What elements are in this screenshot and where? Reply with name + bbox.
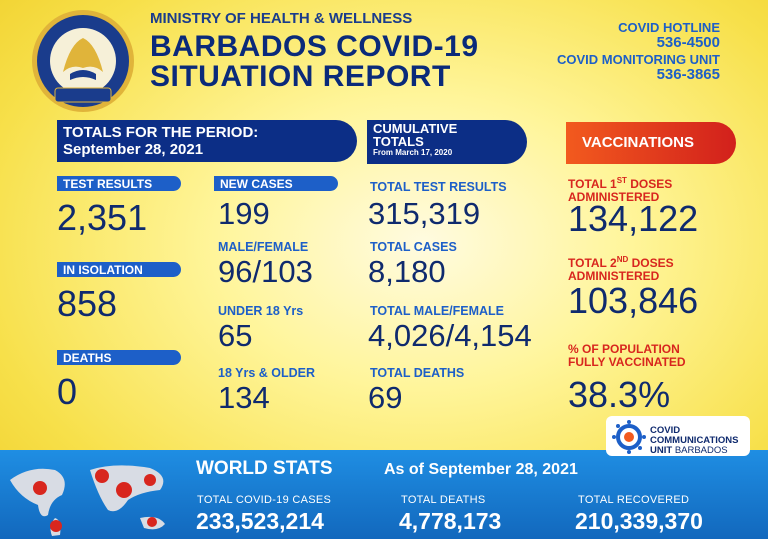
title-line-2: SITUATION REPORT xyxy=(150,60,451,93)
male-female-label: MALE/FEMALE xyxy=(218,240,309,254)
monitoring-unit-label: COVID MONITORING UNIT xyxy=(557,52,720,67)
page-title: BARBADOS COVID-19 SITUATION REPORT xyxy=(150,32,479,92)
cumulative-banner-sub: From March 17, 2020 xyxy=(373,148,453,157)
world-map-virus-icon xyxy=(10,465,165,536)
second-doses-label-a: TOTAL 2 xyxy=(568,256,617,270)
hotline-label: COVID HOTLINE xyxy=(618,20,720,35)
ccu-line-2: COMMUNICATIONS xyxy=(650,435,739,446)
world-stats-title: WORLD STATS xyxy=(196,458,333,479)
second-doses-label-b: DOSES xyxy=(628,256,674,270)
world-cases-label: TOTAL COVID-19 CASES xyxy=(197,494,332,506)
title-line-1: BARBADOS COVID-19 xyxy=(150,30,479,63)
first-doses-label-sup: ST xyxy=(616,176,627,185)
over-18-value: 134 xyxy=(218,380,270,415)
cumulative-banner-line-1: CUMULATIVE xyxy=(373,121,458,136)
ccu-text: COVID COMMUNICATIONS UNIT BARBADOS xyxy=(650,426,738,456)
hotline-number[interactable]: 536-4500 xyxy=(656,34,720,51)
total-deaths-value: 69 xyxy=(368,380,403,415)
total-male-female-label: TOTAL MALE/FEMALE xyxy=(370,304,505,318)
first-doses-label-a: TOTAL 1 xyxy=(568,177,617,191)
ccu-virus-icon xyxy=(612,420,646,454)
world-recovered-label: TOTAL RECOVERED xyxy=(578,494,690,506)
vaccinations-banner: VACCINATIONS xyxy=(566,122,736,164)
ccu-line-3a: UNIT xyxy=(650,445,675,456)
hotline-block: COVID HOTLINE 536-4500 COVID MONITORING … xyxy=(557,20,720,84)
ccu-badge-background xyxy=(606,416,750,456)
isolation-value: 858 xyxy=(57,283,118,324)
world-recovered-value: 210,339,370 xyxy=(575,508,703,534)
period-banner-date: September 28, 2021 xyxy=(63,141,204,158)
cumulative-banner-line-2: TOTALS xyxy=(373,134,424,149)
ccu-line-1: COVID xyxy=(650,425,681,436)
period-banner-title: TOTALS FOR THE PERIOD: xyxy=(63,124,259,141)
second-doses-label: TOTAL 2ND DOSES ADMINISTERED xyxy=(568,253,674,283)
new-cases-value: 199 xyxy=(218,196,270,231)
fully-vaccinated-label: % OF POPULATION FULLY VACCINATED xyxy=(568,343,686,369)
test-results-label: TEST RESULTS xyxy=(57,176,181,191)
total-tests-value: 315,319 xyxy=(368,196,481,231)
fully-vaccinated-label-line-1: % OF POPULATION xyxy=(568,342,680,356)
world-deaths-value: 4,778,173 xyxy=(399,508,502,534)
world-deaths-label: TOTAL DEATHS xyxy=(401,494,486,506)
first-doses-label-line-2: ADMINISTERED xyxy=(568,190,660,204)
monitoring-unit-number[interactable]: 536-3865 xyxy=(656,66,720,83)
ministry-name: MINISTRY OF HEALTH & WELLNESS xyxy=(150,10,413,27)
second-doses-label-sup: ND xyxy=(616,255,629,264)
over-18-label: 18 Yrs & OLDER xyxy=(218,366,316,380)
first-doses-label: TOTAL 1ST DOSES ADMINISTERED xyxy=(568,174,672,204)
first-doses-value: 134,122 xyxy=(568,198,699,239)
deaths-label: DEATHS xyxy=(57,350,181,365)
total-deaths-label: TOTAL DEATHS xyxy=(370,366,465,380)
new-cases-label: NEW CASES xyxy=(214,176,338,191)
total-cases-label: TOTAL CASES xyxy=(370,240,457,254)
period-banner: TOTALS FOR THE PERIOD: September 28, 202… xyxy=(57,120,357,162)
ministry-seal-logo xyxy=(32,10,134,112)
under-18-label: UNDER 18 Yrs xyxy=(218,304,304,318)
second-doses-label-line-2: ADMINISTERED xyxy=(568,269,660,283)
second-doses-value: 103,846 xyxy=(568,280,699,321)
total-cases-value: 8,180 xyxy=(368,254,446,289)
world-stats-date: As of September 28, 2021 xyxy=(384,461,578,478)
total-tests-label: TOTAL TEST RESULTS xyxy=(370,180,507,194)
first-doses-label-b: DOSES xyxy=(626,177,673,191)
world-cases-value: 233,523,214 xyxy=(196,508,324,534)
under-18-value: 65 xyxy=(218,318,253,353)
fully-vaccinated-label-line-2: FULLY VACCINATED xyxy=(568,355,686,369)
total-male-female-value: 4,026/4,154 xyxy=(368,318,532,353)
ccu-line-3b: BARBADOS xyxy=(674,445,728,456)
cumulative-banner: CUMULATIVE TOTALS From March 17, 2020 xyxy=(367,120,527,164)
isolation-label: IN ISOLATION xyxy=(57,262,181,277)
fully-vaccinated-value: 38.3% xyxy=(568,374,671,415)
male-female-value: 96/103 xyxy=(218,254,313,289)
test-results-value: 2,351 xyxy=(57,197,148,238)
deaths-value: 0 xyxy=(57,371,78,412)
